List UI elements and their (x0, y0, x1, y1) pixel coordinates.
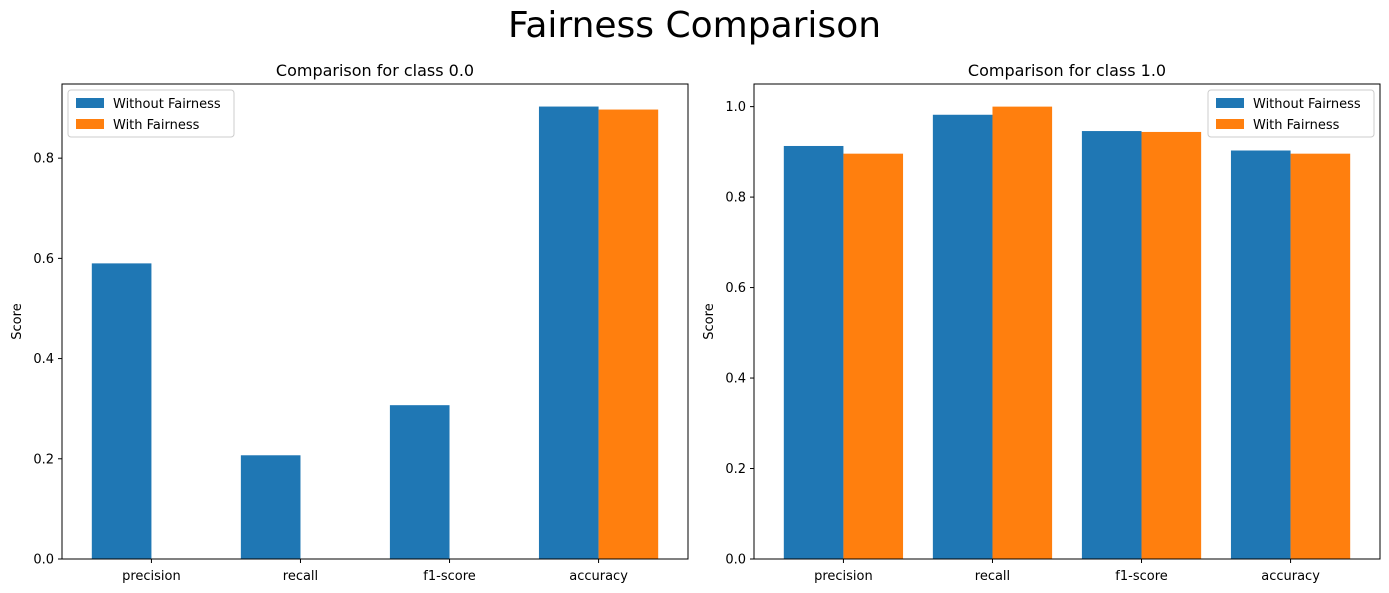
panel-title: Comparison for class 1.0 (968, 61, 1166, 80)
legend-frame (67, 89, 235, 138)
bar-without-fairness-precision (783, 145, 844, 560)
x-tick-label: precision (122, 569, 181, 584)
bar-without-fairness-accuracy (1230, 150, 1291, 559)
legend-label: With Fairness (1253, 118, 1340, 133)
y-tick-label: 0.0 (725, 553, 746, 568)
y-tick-label: 0.2 (725, 462, 746, 477)
legend: Without Fairness With Fairness (67, 89, 235, 138)
y-tick-label: 0.0 (33, 553, 54, 568)
y-axis-label: Score (702, 303, 717, 339)
x-tick-label: recall (975, 569, 1010, 584)
bar-with-fairness-accuracy (598, 109, 659, 560)
bar-without-fairness-recall (932, 114, 993, 559)
y-tick-label: 0.8 (33, 152, 54, 167)
legend-swatch (1216, 98, 1244, 108)
bar-with-fairness-precision (843, 153, 904, 560)
y-tick-label: 0.6 (725, 281, 746, 296)
x-tick-label: accuracy (569, 569, 628, 584)
legend-label: Without Fairness (113, 97, 221, 112)
bar-with-fairness-f1-score (1141, 131, 1202, 559)
x-tick-label: f1-score (423, 569, 475, 584)
chart-panel-0: 0.0 0.2 0.4 0.6 0.8 precision recall f1-score ac… (10, 61, 689, 584)
legend-swatch (1216, 119, 1244, 129)
plot-frame (753, 83, 1381, 560)
bar-with-fairness-accuracy (1290, 153, 1351, 560)
legend-swatch (76, 119, 104, 129)
y-tick-label: 0.4 (725, 372, 746, 387)
y-axis-label: Score (10, 303, 25, 339)
figure-title: Fairness Comparison (508, 5, 881, 46)
y-tick-label: 0.6 (33, 252, 54, 267)
bar-without-fairness-accuracy (538, 106, 599, 560)
bar-without-fairness-f1-score (1081, 131, 1142, 560)
x-tick-label: recall (283, 569, 318, 584)
y-tick-label: 0.8 (725, 191, 746, 206)
legend-swatch (76, 98, 104, 108)
plot-frame (61, 83, 689, 560)
x-tick-label: f1-score (1115, 569, 1167, 584)
legend: Without Fairness With Fairness (1207, 89, 1375, 138)
bar-without-fairness-recall (240, 455, 301, 559)
legend-frame (1207, 89, 1375, 138)
legend-label: Without Fairness (1253, 97, 1361, 112)
x-tick-label: accuracy (1261, 569, 1320, 584)
bar-without-fairness-precision (91, 263, 152, 559)
y-tick-label: 0.2 (33, 452, 54, 467)
bar-with-fairness-recall (992, 106, 1053, 560)
legend-label: With Fairness (113, 118, 200, 133)
y-tick-label: 0.4 (33, 352, 54, 367)
y-tick-label: 1.0 (725, 100, 746, 115)
x-tick-label: precision (814, 569, 873, 584)
panel-title: Comparison for class 0.0 (276, 61, 474, 80)
bar-without-fairness-f1-score (389, 405, 450, 559)
chart-panel-1: 0.0 0.2 0.4 0.6 0.8 1.0 precision recall f1-scor… (702, 61, 1381, 584)
